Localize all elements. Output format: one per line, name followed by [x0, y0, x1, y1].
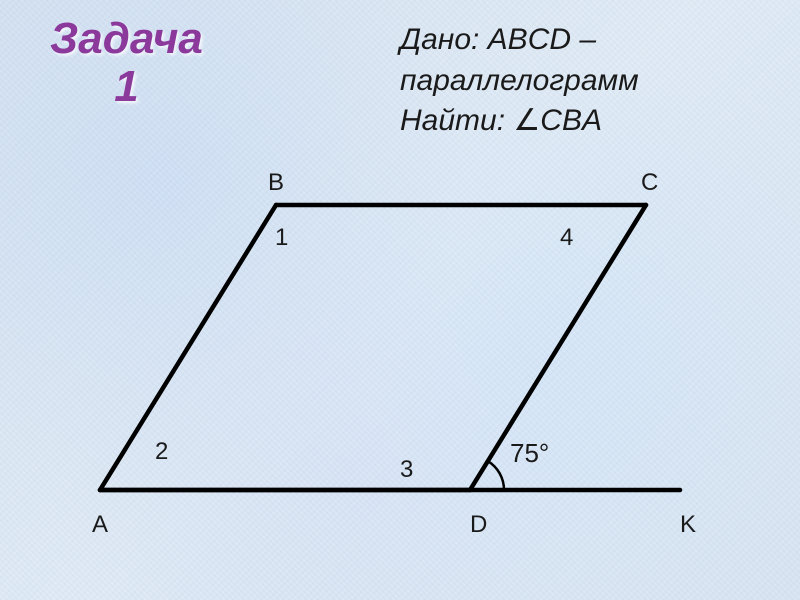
known-angle-75: 75° [510, 438, 549, 469]
angle-arc [488, 461, 504, 490]
vertex-label-C: C [641, 169, 658, 197]
geometry-diagram [0, 0, 800, 600]
vertex-label-A: A [92, 511, 108, 539]
vertex-label-K: K [680, 511, 696, 539]
parallelogram [100, 205, 680, 490]
angle-label-2: 2 [155, 438, 168, 466]
vertex-label-D: D [470, 511, 487, 539]
angle-label-1: 1 [275, 224, 288, 252]
vertex-label-B: B [268, 169, 284, 197]
angle-label-3: 3 [400, 456, 413, 484]
angle-label-4: 4 [560, 224, 573, 252]
